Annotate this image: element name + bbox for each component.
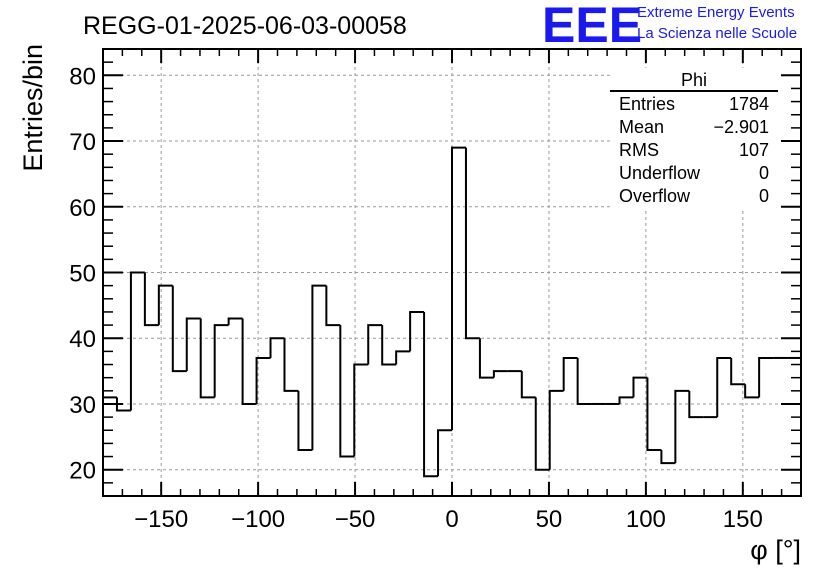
histogram-bin [129, 271, 145, 411]
tick-labels: −150 −100 −50 0 50 100 150 20 30 40 50 60 70 80 [69, 63, 763, 533]
histogram-bin [297, 390, 313, 451]
histogram-bin [520, 371, 536, 399]
histogram-bin [492, 370, 508, 378]
histogram-bin [171, 285, 187, 373]
histogram-bin [213, 324, 229, 398]
histogram-bin [730, 357, 746, 386]
histogram-bin [632, 376, 648, 398]
histogram-bin [311, 284, 327, 450]
x-tick-label: −150 [134, 506, 188, 533]
histogram-bin [478, 338, 494, 379]
histogram-bin [199, 318, 215, 399]
stats-label: Underflow [619, 163, 701, 183]
stats-box-name: Phi [681, 70, 707, 90]
histogram-bin [143, 272, 159, 327]
stats-label: Overflow [619, 186, 691, 206]
histogram-bin [353, 363, 369, 457]
stats-box: Phi Entries 1784 Mean −2.901 RMS 107 Und… [610, 68, 778, 208]
x-tick-label: −100 [231, 506, 285, 533]
histogram-bin [269, 337, 285, 358]
histogram-bin [562, 356, 578, 391]
stats-value: 107 [739, 140, 769, 160]
histogram-bin [381, 325, 397, 366]
histogram-bin [185, 317, 201, 372]
histogram-bin [758, 356, 774, 398]
y-tick-label: 20 [69, 458, 96, 485]
histogram-bin [674, 389, 690, 464]
y-tick-label: 60 [69, 195, 96, 222]
histogram-bin [115, 397, 131, 412]
x-tick-label: 150 [723, 506, 763, 533]
stats-value: 0 [759, 186, 769, 206]
histogram-bin [395, 350, 411, 365]
histogram-bin [241, 318, 257, 405]
stats-row-rms: RMS 107 [619, 140, 769, 160]
stats-row-entries: Entries 1784 [619, 94, 769, 114]
histogram-bars [103, 146, 801, 478]
histogram-bin [660, 449, 676, 465]
x-tick-label: 0 [445, 506, 458, 533]
y-tick-label: 70 [69, 129, 96, 156]
chart-title: REGG-01-2025-06-03-00058 [83, 12, 407, 40]
histogram-bin [437, 429, 452, 477]
stats-value: −2.901 [713, 117, 769, 137]
histogram-bin [618, 396, 634, 404]
histogram-bin [451, 146, 466, 431]
logo-mark: EEE [542, 0, 642, 53]
stats-row-underflow: Underflow 0 [619, 163, 769, 183]
y-tick-label: 80 [69, 63, 96, 90]
histogram-bin [646, 377, 662, 451]
histogram-bin [534, 397, 550, 471]
x-tick-label: 100 [626, 506, 666, 533]
logo-line-2: La Scienza nelle Scuole [637, 25, 797, 42]
stats-label: Mean [619, 117, 664, 137]
y-axis-label: Entries/bin [18, 44, 48, 172]
histogram-bin [227, 317, 243, 326]
logo-line-1: Extreme Energy Events [637, 4, 795, 21]
histogram-bin [464, 147, 480, 340]
histogram-bin [283, 338, 299, 392]
histogram-bin [157, 284, 173, 326]
histogram-bin [325, 285, 341, 327]
y-tick-label: 30 [69, 392, 96, 419]
stats-row-mean: Mean −2.901 [619, 117, 769, 137]
x-tick-label: −50 [335, 506, 376, 533]
histogram-bin [409, 310, 425, 352]
stats-value: 1784 [729, 94, 769, 114]
x-tick-label: 50 [536, 506, 563, 533]
histogram-bin [548, 389, 564, 470]
histogram-bin [339, 325, 355, 458]
histogram-bin [576, 357, 592, 405]
histogram-bin [367, 324, 383, 365]
y-tick-label: 40 [69, 326, 96, 353]
stats-row-overflow: Overflow 0 [619, 186, 769, 206]
histogram-bin [716, 356, 732, 418]
stats-label: RMS [619, 140, 659, 160]
eee-logo: EEE Extreme Energy Events La Scienza nel… [542, 0, 797, 53]
histogram-bin [423, 311, 439, 478]
histogram-bin [688, 390, 704, 419]
histogram-bin [255, 356, 271, 404]
stats-label: Entries [619, 94, 675, 114]
y-tick-label: 50 [69, 261, 96, 288]
axis-ticks [103, 48, 801, 496]
histogram-bin [744, 384, 760, 399]
x-axis-label: φ [°] [750, 535, 801, 565]
stats-value: 0 [759, 163, 769, 183]
